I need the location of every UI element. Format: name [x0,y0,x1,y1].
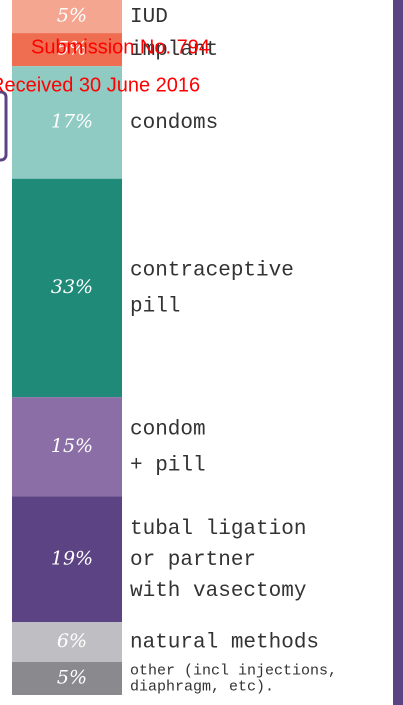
annotation: Received 30 June 2016 [0,74,200,96]
bar-segment [12,0,122,34]
bar-segment [12,661,122,695]
value-label: 19% [51,547,93,569]
value-label: 15% [51,435,93,457]
edge-box [0,90,8,162]
category-label: IUD [130,6,168,29]
category-label: with vasectomy [130,580,306,603]
value-label: 5% [57,5,87,27]
value-label: 5% [57,666,87,688]
category-label: natural methods [130,632,319,655]
category-label: other (incl injections, [130,662,337,679]
category-label: + pill [130,454,206,477]
bar-segment [12,622,122,662]
bar-segment [12,397,122,497]
category-label: contraceptive [130,259,294,282]
bar-segment [12,33,122,67]
value-label: 5% [57,38,87,60]
value-label: 6% [57,630,87,652]
annotation: Submission No. 794 [31,36,210,58]
border-strip [393,0,403,705]
bar-segment [12,496,122,623]
category-label: condoms [130,112,218,135]
category-label: implant [130,39,218,62]
bar-segment [12,66,122,179]
value-label: 33% [51,276,93,298]
category-label: pill [130,295,180,318]
category-label: condom [130,418,206,441]
value-label: 17% [51,110,93,132]
category-label: diaphragm, etc). [130,678,274,695]
bar-segment [12,178,122,398]
category-label: tubal ligation [130,518,306,541]
category-label: or partner [130,549,256,572]
